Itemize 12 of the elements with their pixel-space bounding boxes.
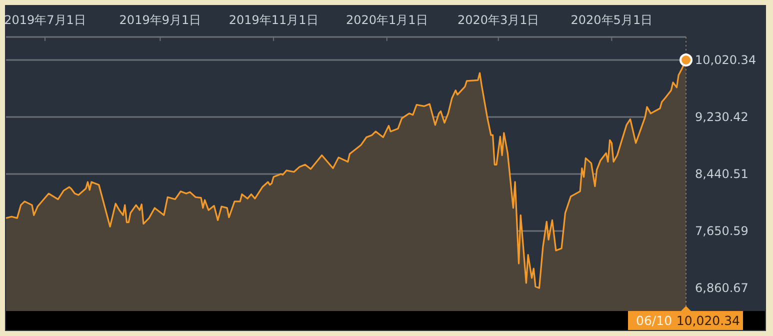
x-tick-label: 2019年9月1日	[119, 13, 202, 27]
x-tick-label: 2020年5月1日	[570, 13, 653, 27]
y-tick-label: 7,650.59	[695, 224, 748, 238]
y-tick-label: 9,230.42	[695, 110, 748, 124]
text: 06/10	[636, 313, 672, 328]
x-tick-label: 2020年1月1日	[346, 13, 428, 27]
y-tick-label: 8,440.51	[695, 167, 748, 182]
x-tick-label: 2019年7月1日	[4, 13, 86, 27]
x-tick-label: 2020年3月1日	[457, 13, 540, 27]
x-tick-label: 2019年11月1日	[228, 13, 318, 27]
y-tick-label: 10,020.34	[695, 53, 756, 68]
y-tick-label: 6,860.67	[695, 281, 748, 296]
